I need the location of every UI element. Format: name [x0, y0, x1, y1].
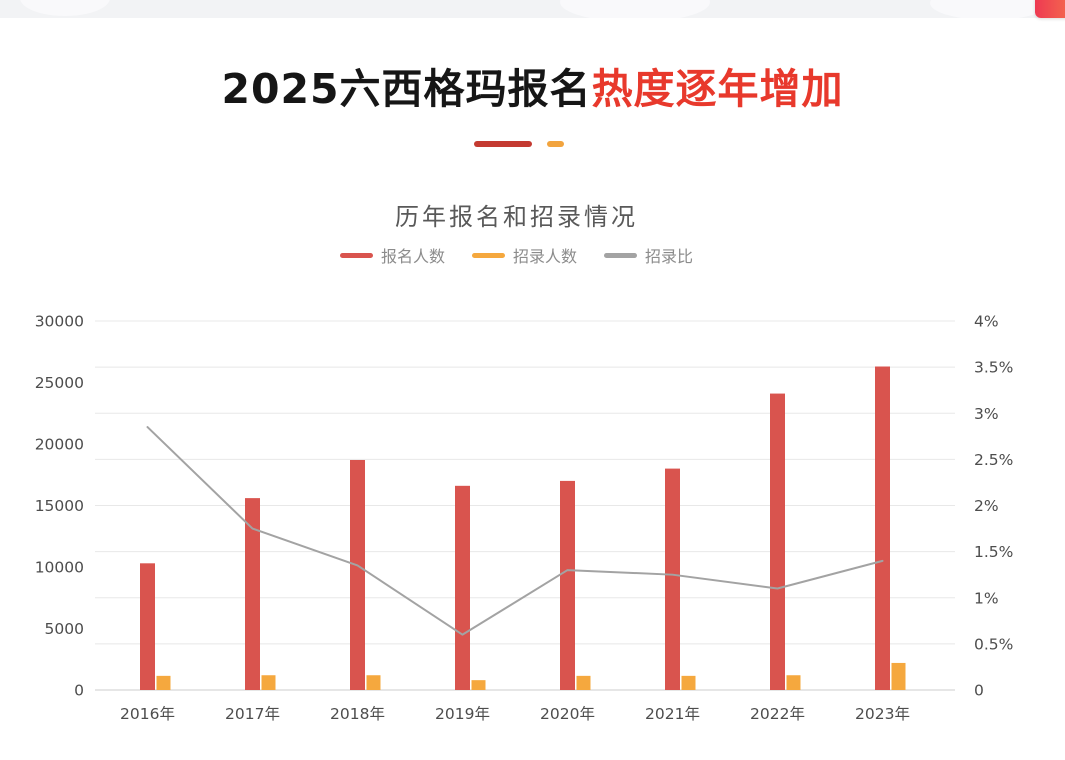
x-axis-tick-label: 2022年: [750, 705, 805, 723]
right-axis-tick-label: 0: [974, 682, 984, 700]
left-axis-tick-label: 0: [74, 682, 84, 700]
legend-item-label: 招录人数: [512, 247, 577, 266]
right-axis-tick-label: 1%: [974, 589, 999, 607]
bar-0-2021年[interactable]: [665, 468, 680, 690]
watermark-decoration: [560, 0, 710, 18]
combo-chart: 0 5000 10000 15000 20000 25000 30000 0 0.5% 1% 1.5…: [0, 300, 1065, 750]
left-axis-tick-label: 15000: [35, 497, 84, 515]
left-axis-tick-label: 30000: [35, 313, 84, 331]
bar-1-2018年[interactable]: [366, 675, 381, 690]
right-axis-tick-label: 2.5%: [974, 451, 1013, 469]
bar-0-2022年[interactable]: [770, 393, 785, 690]
bar-1-2022年[interactable]: [786, 675, 801, 690]
legend-marker-icon: [471, 252, 505, 258]
chart-legend: 报名人数 招录人数 招录比: [0, 243, 1049, 267]
bar-1-2021年[interactable]: [681, 675, 696, 690]
title-underline: [0, 141, 1051, 147]
x-axis-tick-label: 2016年: [120, 705, 175, 723]
right-axis-tick-label: 1.5%: [974, 543, 1013, 561]
page-title-red-segment: 热度逐年增加: [591, 65, 844, 113]
x-axis-tick-label: 2021年: [645, 705, 700, 723]
legend-item-1[interactable]: 招录人数: [471, 243, 577, 267]
right-axis-tick-label: 4%: [974, 313, 999, 331]
left-axis-tick-label: 25000: [35, 374, 84, 392]
bar-1-2017年[interactable]: [261, 675, 276, 690]
legend-marker-icon: [604, 252, 637, 258]
watermark-decoration: [930, 0, 1050, 18]
right-axis-tick-label: 2%: [974, 497, 999, 515]
bar-0-2019年[interactable]: [455, 485, 470, 690]
bar-0-2017年[interactable]: [245, 498, 260, 690]
bar-0-2020年[interactable]: [560, 480, 575, 690]
watermark-decoration: [20, 0, 110, 16]
x-axis-tick-label: 2023年: [855, 705, 910, 723]
chart-title: 历年报名和招录情况: [395, 203, 638, 231]
page-title: 2025六西格玛报名热度逐年增加: [0, 55, 1065, 115]
legend-item-2[interactable]: 招录比: [604, 243, 693, 267]
bar-0-2018年[interactable]: [350, 459, 365, 690]
bar-1-2016年[interactable]: [156, 675, 171, 690]
floating-action-button[interactable]: [1035, 0, 1065, 18]
ratio-line[interactable]: [146, 426, 884, 636]
left-axis-tick-label: 5000: [45, 620, 84, 638]
legend-marker-icon: [339, 252, 373, 258]
right-axis-tick-label: 0.5%: [974, 635, 1013, 653]
legend-item-label: 报名人数: [380, 247, 445, 266]
bar-1-2023年[interactable]: [891, 662, 906, 690]
title-underline-red-bar: [473, 141, 532, 147]
bar-1-2019年[interactable]: [471, 680, 486, 690]
page-title-black-segment: 2025六西格玛报名: [221, 65, 592, 113]
x-axis-tick-label: 2019年: [435, 705, 490, 723]
chart-canvas: 0 5000 10000 15000 20000 25000 30000 0 0.5% 1% 1.5…: [35, 313, 1014, 724]
page-header-strip: [0, 0, 1065, 18]
left-axis-tick-label: 10000: [35, 559, 84, 577]
x-axis-tick-label: 2017年: [225, 705, 280, 723]
x-axis-tick-label: 2018年: [330, 705, 385, 723]
bar-0-2016年[interactable]: [140, 563, 155, 690]
bar-1-2020年[interactable]: [576, 675, 591, 690]
x-axis-tick-label: 2020年: [540, 705, 595, 723]
right-axis-tick-label: 3.5%: [974, 359, 1013, 377]
bar-0-2023年[interactable]: [875, 366, 890, 690]
legend-item-0[interactable]: 报名人数: [339, 243, 445, 267]
title-underline-orange-dash: [546, 141, 564, 147]
right-axis-tick-label: 3%: [974, 405, 999, 423]
legend-item-label: 招录比: [645, 247, 694, 266]
left-axis-tick-label: 20000: [35, 436, 84, 454]
